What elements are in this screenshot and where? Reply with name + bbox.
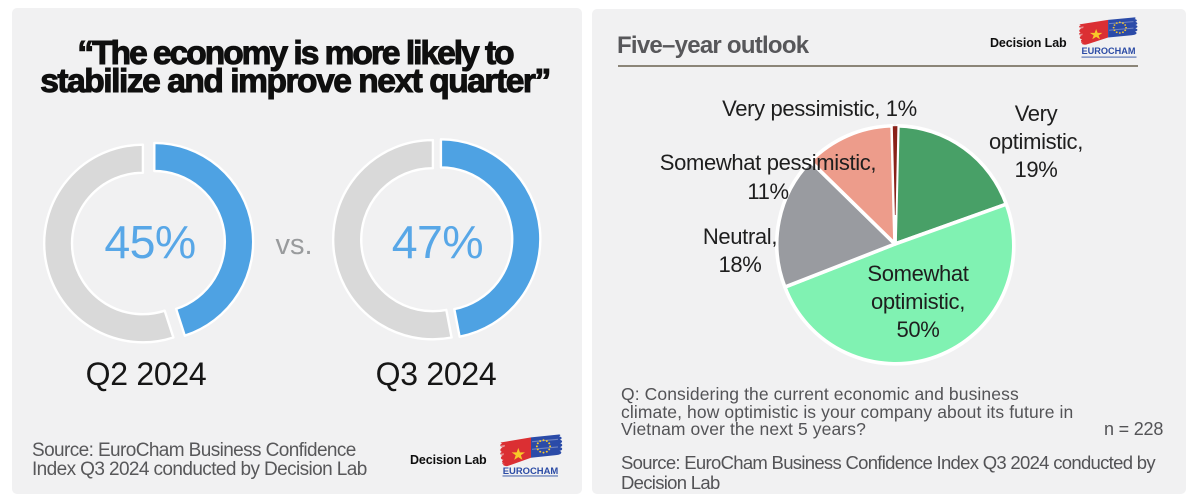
svg-text:EUROCHAM: EUROCHAM (503, 466, 559, 476)
svg-text:EUROCHAM: EUROCHAM (1082, 46, 1136, 56)
